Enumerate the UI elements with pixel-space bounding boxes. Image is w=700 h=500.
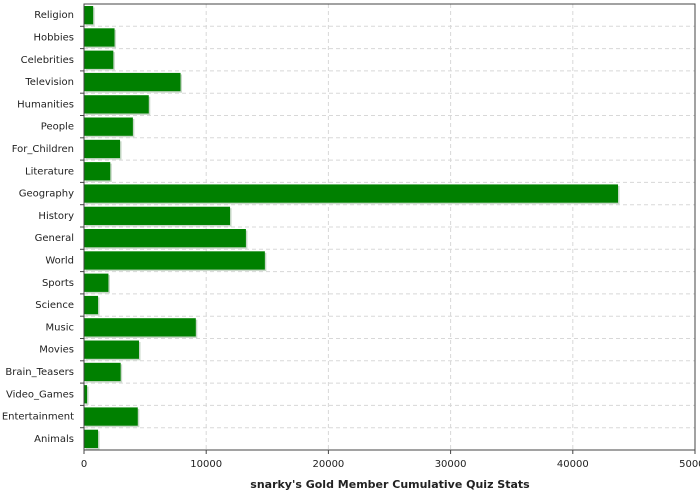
x-tick-label: 30000 <box>435 459 467 470</box>
bar <box>84 139 121 159</box>
y-tick-label: History <box>38 211 74 222</box>
bar <box>84 6 94 25</box>
plot-frame <box>83 3 696 451</box>
y-tick-label: For_Children <box>12 144 74 155</box>
x-tick-label: 0 <box>81 459 87 470</box>
bar <box>84 72 181 92</box>
y-tick-label: Sports <box>42 278 74 289</box>
bar <box>84 50 114 69</box>
y-tick-label: World <box>45 255 74 266</box>
y-tick-label: Science <box>35 300 74 311</box>
bar <box>84 362 121 382</box>
y-tick-label: Movies <box>39 345 74 356</box>
y-tick-label: Entertainment <box>2 412 74 423</box>
bar <box>84 117 133 136</box>
y-tick-label: Video_Games <box>6 389 74 400</box>
y-tick-label: Television <box>24 77 74 88</box>
bar <box>84 28 115 47</box>
bar <box>84 229 246 248</box>
x-tick-label: 50000 <box>679 459 700 470</box>
bar <box>84 385 88 404</box>
bar <box>84 95 149 114</box>
y-tick-label: People <box>41 122 74 133</box>
y-tick-label: General <box>35 233 74 244</box>
x-tick-label: 20000 <box>312 459 344 470</box>
x-tick-label: 10000 <box>190 459 222 470</box>
y-tick-label: Geography <box>19 189 74 200</box>
x-axis-label: snarky's Gold Member Cumulative Quiz Sta… <box>250 478 530 491</box>
y-tick-label: Hobbies <box>34 32 74 43</box>
bar <box>84 429 99 448</box>
bar <box>84 206 231 225</box>
bar <box>84 251 265 270</box>
y-tick-label: Brain_Teasers <box>5 367 74 378</box>
y-tick-label: Literature <box>25 166 74 177</box>
bar <box>84 318 196 337</box>
y-tick-label: Animals <box>34 434 74 445</box>
bar <box>84 407 138 426</box>
bar <box>84 273 109 292</box>
y-tick-label: Music <box>46 322 74 333</box>
bar <box>84 295 99 315</box>
x-tick-label: 40000 <box>557 459 589 470</box>
y-tick-label: Celebrities <box>21 55 74 66</box>
y-tick-label: Humanities <box>17 99 74 110</box>
bar <box>84 340 139 359</box>
y-tick-label: Religion <box>34 10 74 21</box>
bar <box>84 162 111 181</box>
bar <box>84 184 619 203</box>
